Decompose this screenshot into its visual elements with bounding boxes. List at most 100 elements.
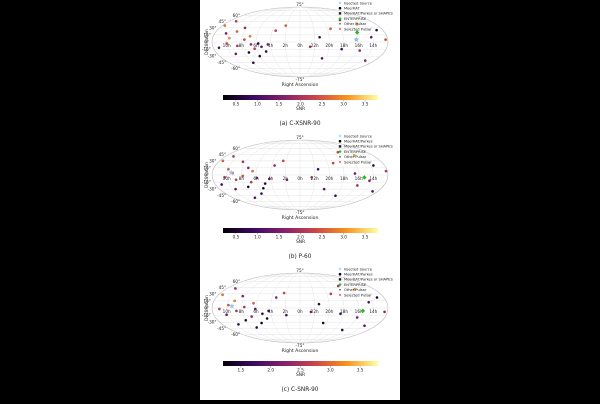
pulsar-point: [253, 47, 256, 51]
pulsar-point: [353, 288, 357, 291]
ra-tick-label: 6h: [253, 43, 259, 48]
meridian-gridline: [299, 272, 315, 344]
pulsar-point: [266, 43, 270, 46]
legend-swatch: [338, 139, 342, 143]
ra-tick-label: 2h: [283, 309, 289, 314]
pulsar-point: [263, 182, 267, 185]
ra-tick-label: 14h: [369, 176, 377, 181]
pulsar-point: [258, 54, 262, 58]
pulsar-point: [253, 307, 257, 311]
pulsar-point: [282, 291, 286, 295]
legend-label: Selected Pulsar: [344, 27, 372, 31]
legend-label: MeerKAT/Parkes: [344, 140, 373, 144]
dec-tick-label: -15°: [202, 47, 211, 52]
meridian-gridline: [299, 139, 315, 211]
pulsar-point: [369, 35, 373, 39]
meridian-gridline: [299, 6, 345, 78]
pulsar-point: [334, 194, 337, 198]
meridian-gridline: [299, 139, 330, 211]
pulsar-point: [316, 167, 320, 171]
meridian-gridline: [226, 139, 301, 211]
ra-tick-label: 14h: [369, 309, 377, 314]
legend-swatch: [338, 145, 342, 148]
dec-tick-label: 60°: [233, 279, 240, 284]
pulsar-point: [235, 30, 239, 33]
dec-tick-label: 45°: [219, 19, 226, 24]
ra-tick-label: 10h: [223, 43, 231, 48]
meridian-gridline: [226, 272, 301, 344]
dec-tick-label: 75°: [296, 2, 303, 7]
colorbar-tick-label: 3.5: [362, 235, 369, 240]
enterprise-marker: [362, 175, 367, 180]
legend-label: Injected Source: [344, 134, 373, 138]
dec-tick-label: -30°: [208, 187, 217, 192]
ra-tick-label: 16h: [355, 43, 363, 48]
dec-tick-label: -45°: [217, 193, 226, 198]
pulsar-point: [308, 45, 312, 49]
pulsar-point: [225, 42, 229, 45]
pulsar-point: [256, 42, 260, 45]
x-axis-label: Right Ascension: [282, 215, 319, 221]
pulsar-point: [218, 307, 221, 311]
ra-tick-label: 8h: [239, 309, 245, 314]
pulsar-point: [234, 178, 238, 182]
pulsar-point: [223, 176, 226, 179]
dec-tick-label: -75°: [296, 343, 305, 348]
ra-tick-label: 4h: [268, 176, 274, 181]
pulsar-point: [265, 317, 269, 320]
pulsar-point: [329, 292, 333, 296]
pulsar-point: [353, 172, 357, 175]
colorbar-tick-label: 1.5: [238, 368, 245, 373]
meridian-gridline: [270, 272, 301, 344]
meridian-gridline: [241, 139, 301, 211]
pulsar-point: [249, 180, 253, 184]
dec-tick-label: 15°: [203, 165, 210, 170]
pulsar-point: [384, 169, 388, 173]
meridian-gridline: [299, 139, 374, 211]
ra-tick-label: 16h: [355, 176, 363, 181]
dec-tick-label: 30°: [209, 158, 216, 163]
legend-label: MeerKAT/Parkes or SHAPES: [344, 278, 393, 282]
y-axis-label: Declination: [204, 29, 210, 55]
colorbar-tick-label: 2.0: [297, 102, 304, 107]
legend-swatch: [339, 294, 341, 296]
dec-tick-label: 60°: [233, 146, 240, 151]
legend-swatch: [338, 6, 342, 10]
pulsar-point: [285, 313, 288, 317]
pulsar-point: [221, 159, 225, 163]
ra-tick-label: 2h: [283, 176, 289, 181]
colorbar-tick-label: 1.0: [254, 235, 261, 240]
dec-tick-label: 75°: [296, 135, 303, 140]
colorbar: [223, 95, 378, 100]
meridian-gridline: [299, 272, 374, 344]
ra-tick-label: 2h: [283, 43, 289, 48]
pulsar-point: [237, 323, 240, 326]
pulsar-point: [244, 318, 248, 322]
ra-tick-label: 0h: [297, 176, 303, 181]
legend-swatch: [338, 134, 342, 138]
pulsar-point: [375, 296, 379, 299]
dec-tick-label: 75°: [296, 268, 303, 273]
ra-tick-label: 0h: [297, 43, 303, 48]
dec-tick-label: 30°: [209, 291, 216, 296]
colorbar-tick-label: 2.0: [267, 368, 274, 373]
legend-label: Other Pulsar: [344, 22, 367, 26]
ra-tick-label: 18h: [340, 176, 348, 181]
meridian-gridline: [299, 272, 359, 344]
legend-swatch: [339, 155, 341, 158]
ra-tick-label: 20h: [325, 43, 333, 48]
pulsar-point: [260, 192, 263, 195]
ra-tick-label: 18h: [340, 309, 348, 314]
pulsar-point: [384, 38, 387, 41]
colorbar-tick-label: 1.0: [254, 102, 261, 107]
meridian-gridline: [270, 139, 301, 211]
pulsar-point: [284, 24, 288, 27]
legend-swatch: [338, 17, 342, 21]
pulsar-point: [255, 176, 259, 180]
pulsar-point: [363, 59, 367, 62]
colorbar-tick-label: 3.5: [357, 368, 364, 373]
ra-tick-label: 8h: [239, 176, 245, 181]
figure-page: 75° 60° 45° 30° 15° 0° -15° -30° -45° -60° -75° 14h…: [200, 0, 400, 400]
pulsar-point: [234, 52, 238, 56]
pulsar-point: [227, 303, 230, 307]
